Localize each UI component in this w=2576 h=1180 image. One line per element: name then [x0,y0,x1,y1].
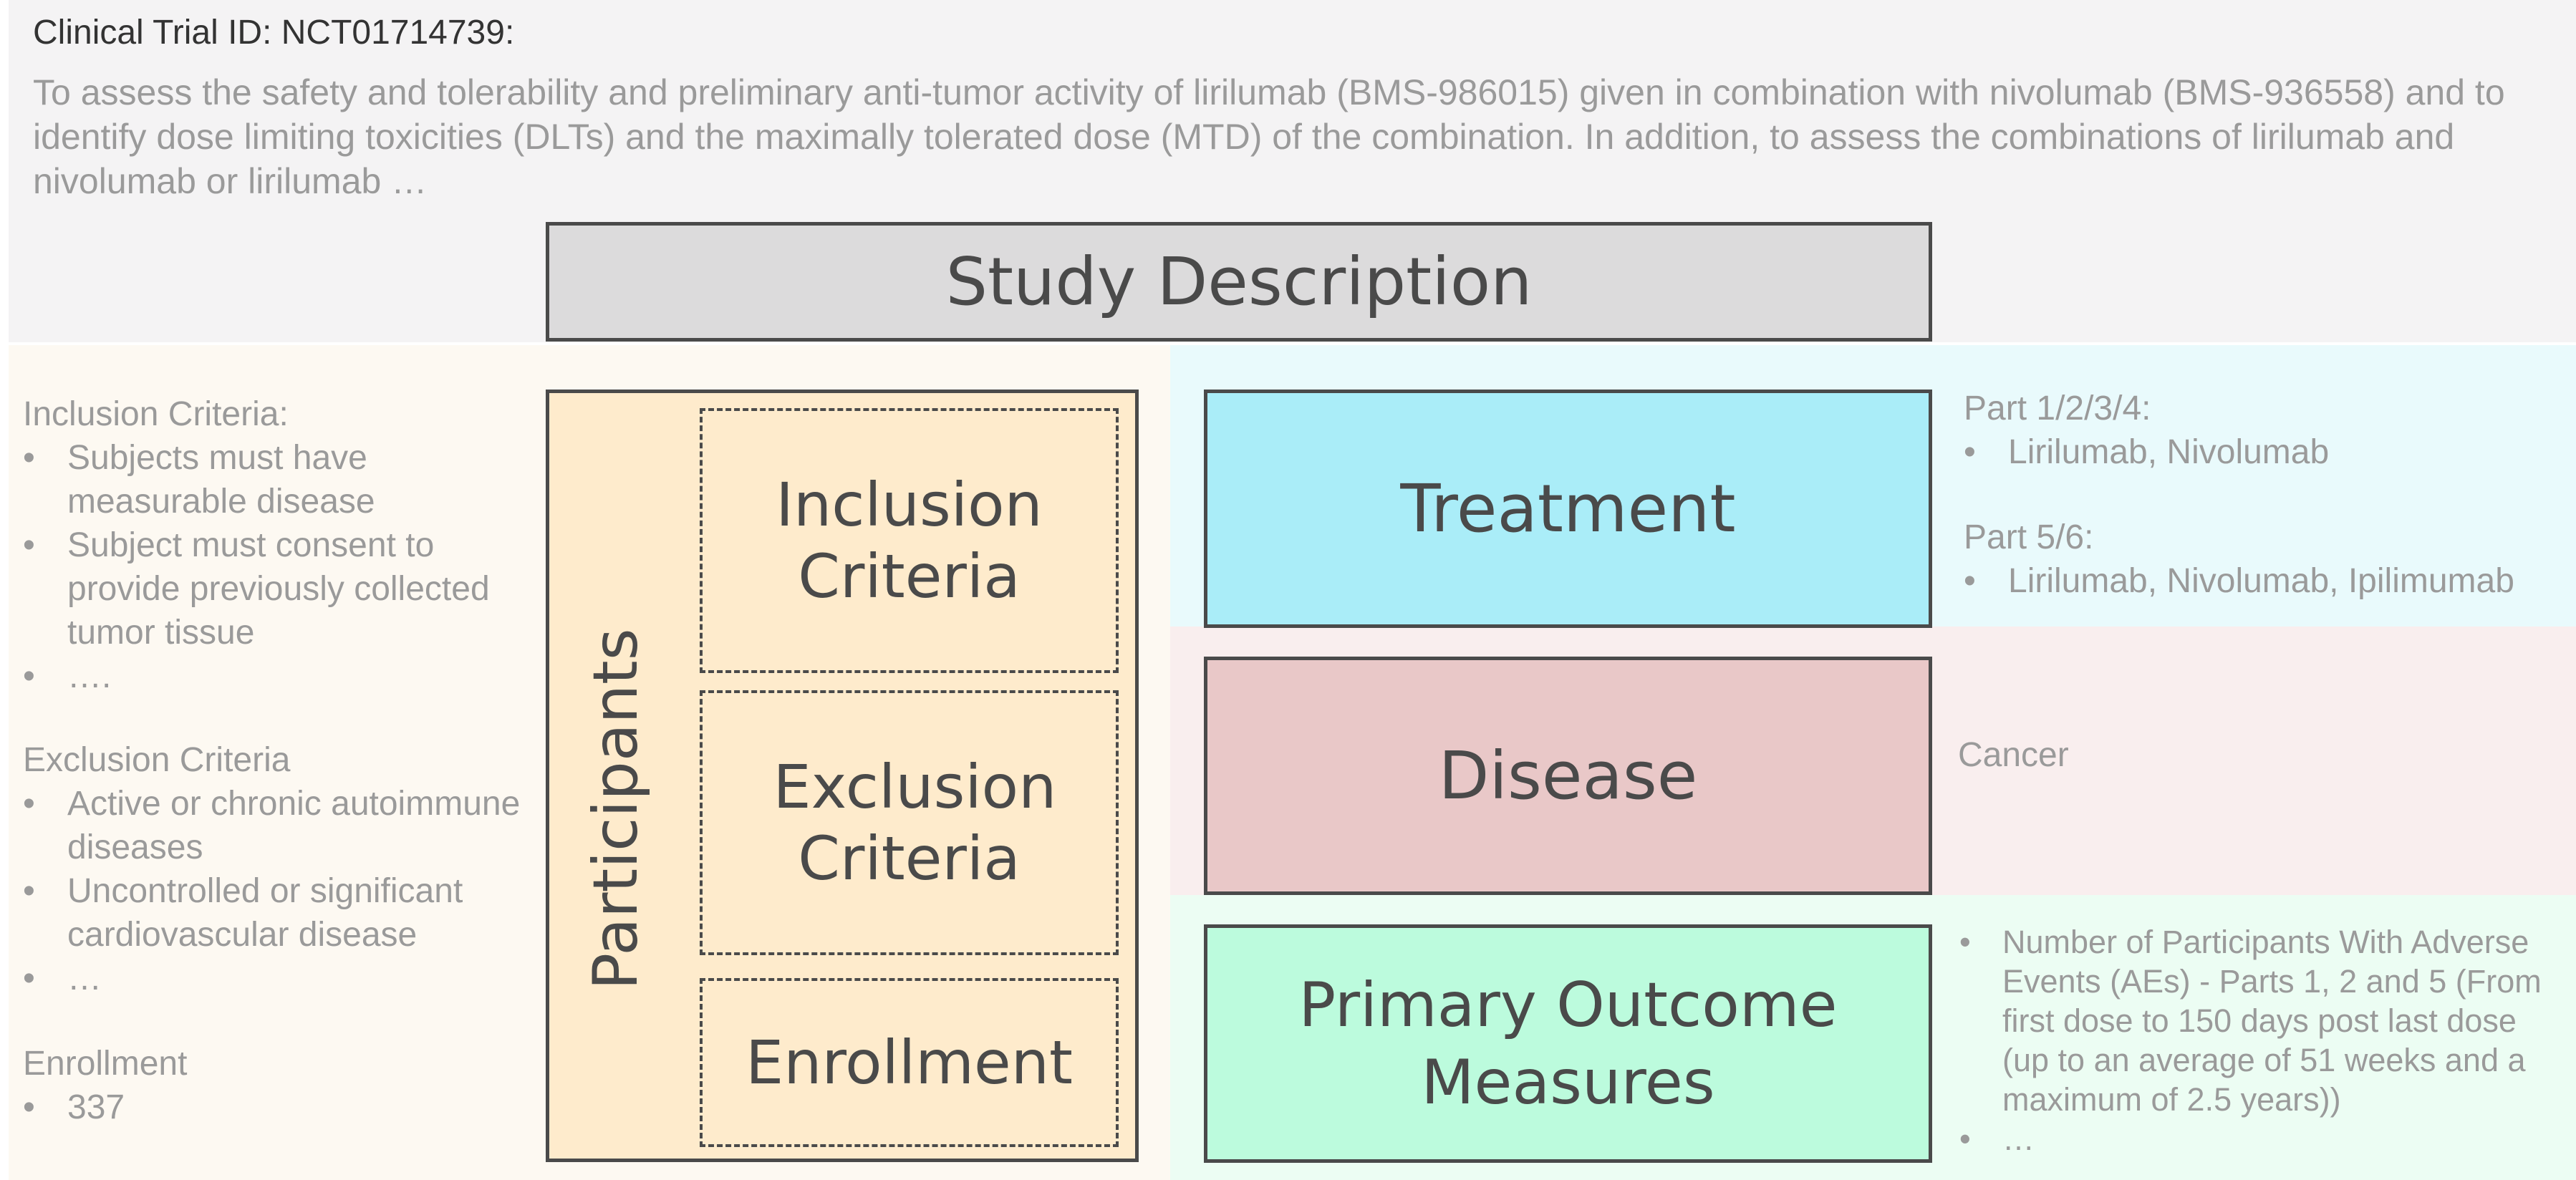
list-item: Subject must consent to provide previous… [23,523,539,654]
list-item: Uncontrolled or significant cardiovascul… [23,869,539,957]
part-heading: Part 1/2/3/4: [1964,390,2151,427]
treatment-part-5-6: Part 5/6: Lirilumab, Nivolumab, Ipilimum… [1964,516,2565,603]
part-heading: Part 5/6: [1964,518,2094,556]
list-item: Active or chronic autoimmune diseases [23,782,539,869]
inclusion-criteria-label: Inclusion Criteria [776,470,1043,611]
exclusion-heading: Exclusion Criteria [23,741,291,779]
participants-label: Participants [580,628,652,990]
disease-value: Cancer [1958,736,2069,774]
list-item: … [1959,1119,2547,1159]
treatment-box: Treatment [1204,390,1932,628]
primary-outcome-label: Primary Outcome Measures [1298,969,1838,1118]
enrollment-heading: Enrollment [23,1045,188,1083]
inclusion-heading: Inclusion Criteria: [23,395,289,433]
list-item: 337 [23,1085,539,1129]
enrollment-box: Enrollment [700,978,1119,1147]
outcome-text: Number of Participants With Adverse Even… [1959,922,2547,1159]
trial-summary: To assess the safety and tolerability an… [33,72,2505,201]
exclusion-criteria-text: Exclusion Criteria Active or chronic aut… [23,738,539,1000]
exclusion-criteria-label: Exclusion Criteria [773,752,1057,894]
list-item: Lirilumab, Nivolumab, Ipilimumab [1964,559,2565,603]
list-item: Lirilumab, Nivolumab [1964,430,2551,474]
list-item: Subjects must have measurable disease [23,436,539,523]
list-item: Number of Participants With Adverse Even… [1959,922,2547,1119]
study-description-box: Study Description [546,222,1932,342]
primary-outcome-box: Primary Outcome Measures [1204,924,1932,1163]
exclusion-criteria-box: Exclusion Criteria [700,690,1119,955]
trial-id: Clinical Trial ID: NCT01714739: [33,14,515,52]
enrollment-text: Enrollment 337 [23,1042,539,1129]
participants-box [546,390,1139,1162]
inclusion-criteria-box: Inclusion Criteria [700,408,1119,673]
list-item: …. [23,654,539,698]
list-item: … [23,957,539,1000]
inclusion-criteria-text: Inclusion Criteria: Subjects must have m… [23,392,539,698]
disease-box: Disease [1204,657,1932,895]
treatment-part-1-4: Part 1/2/3/4: Lirilumab, Nivolumab [1964,387,2551,474]
